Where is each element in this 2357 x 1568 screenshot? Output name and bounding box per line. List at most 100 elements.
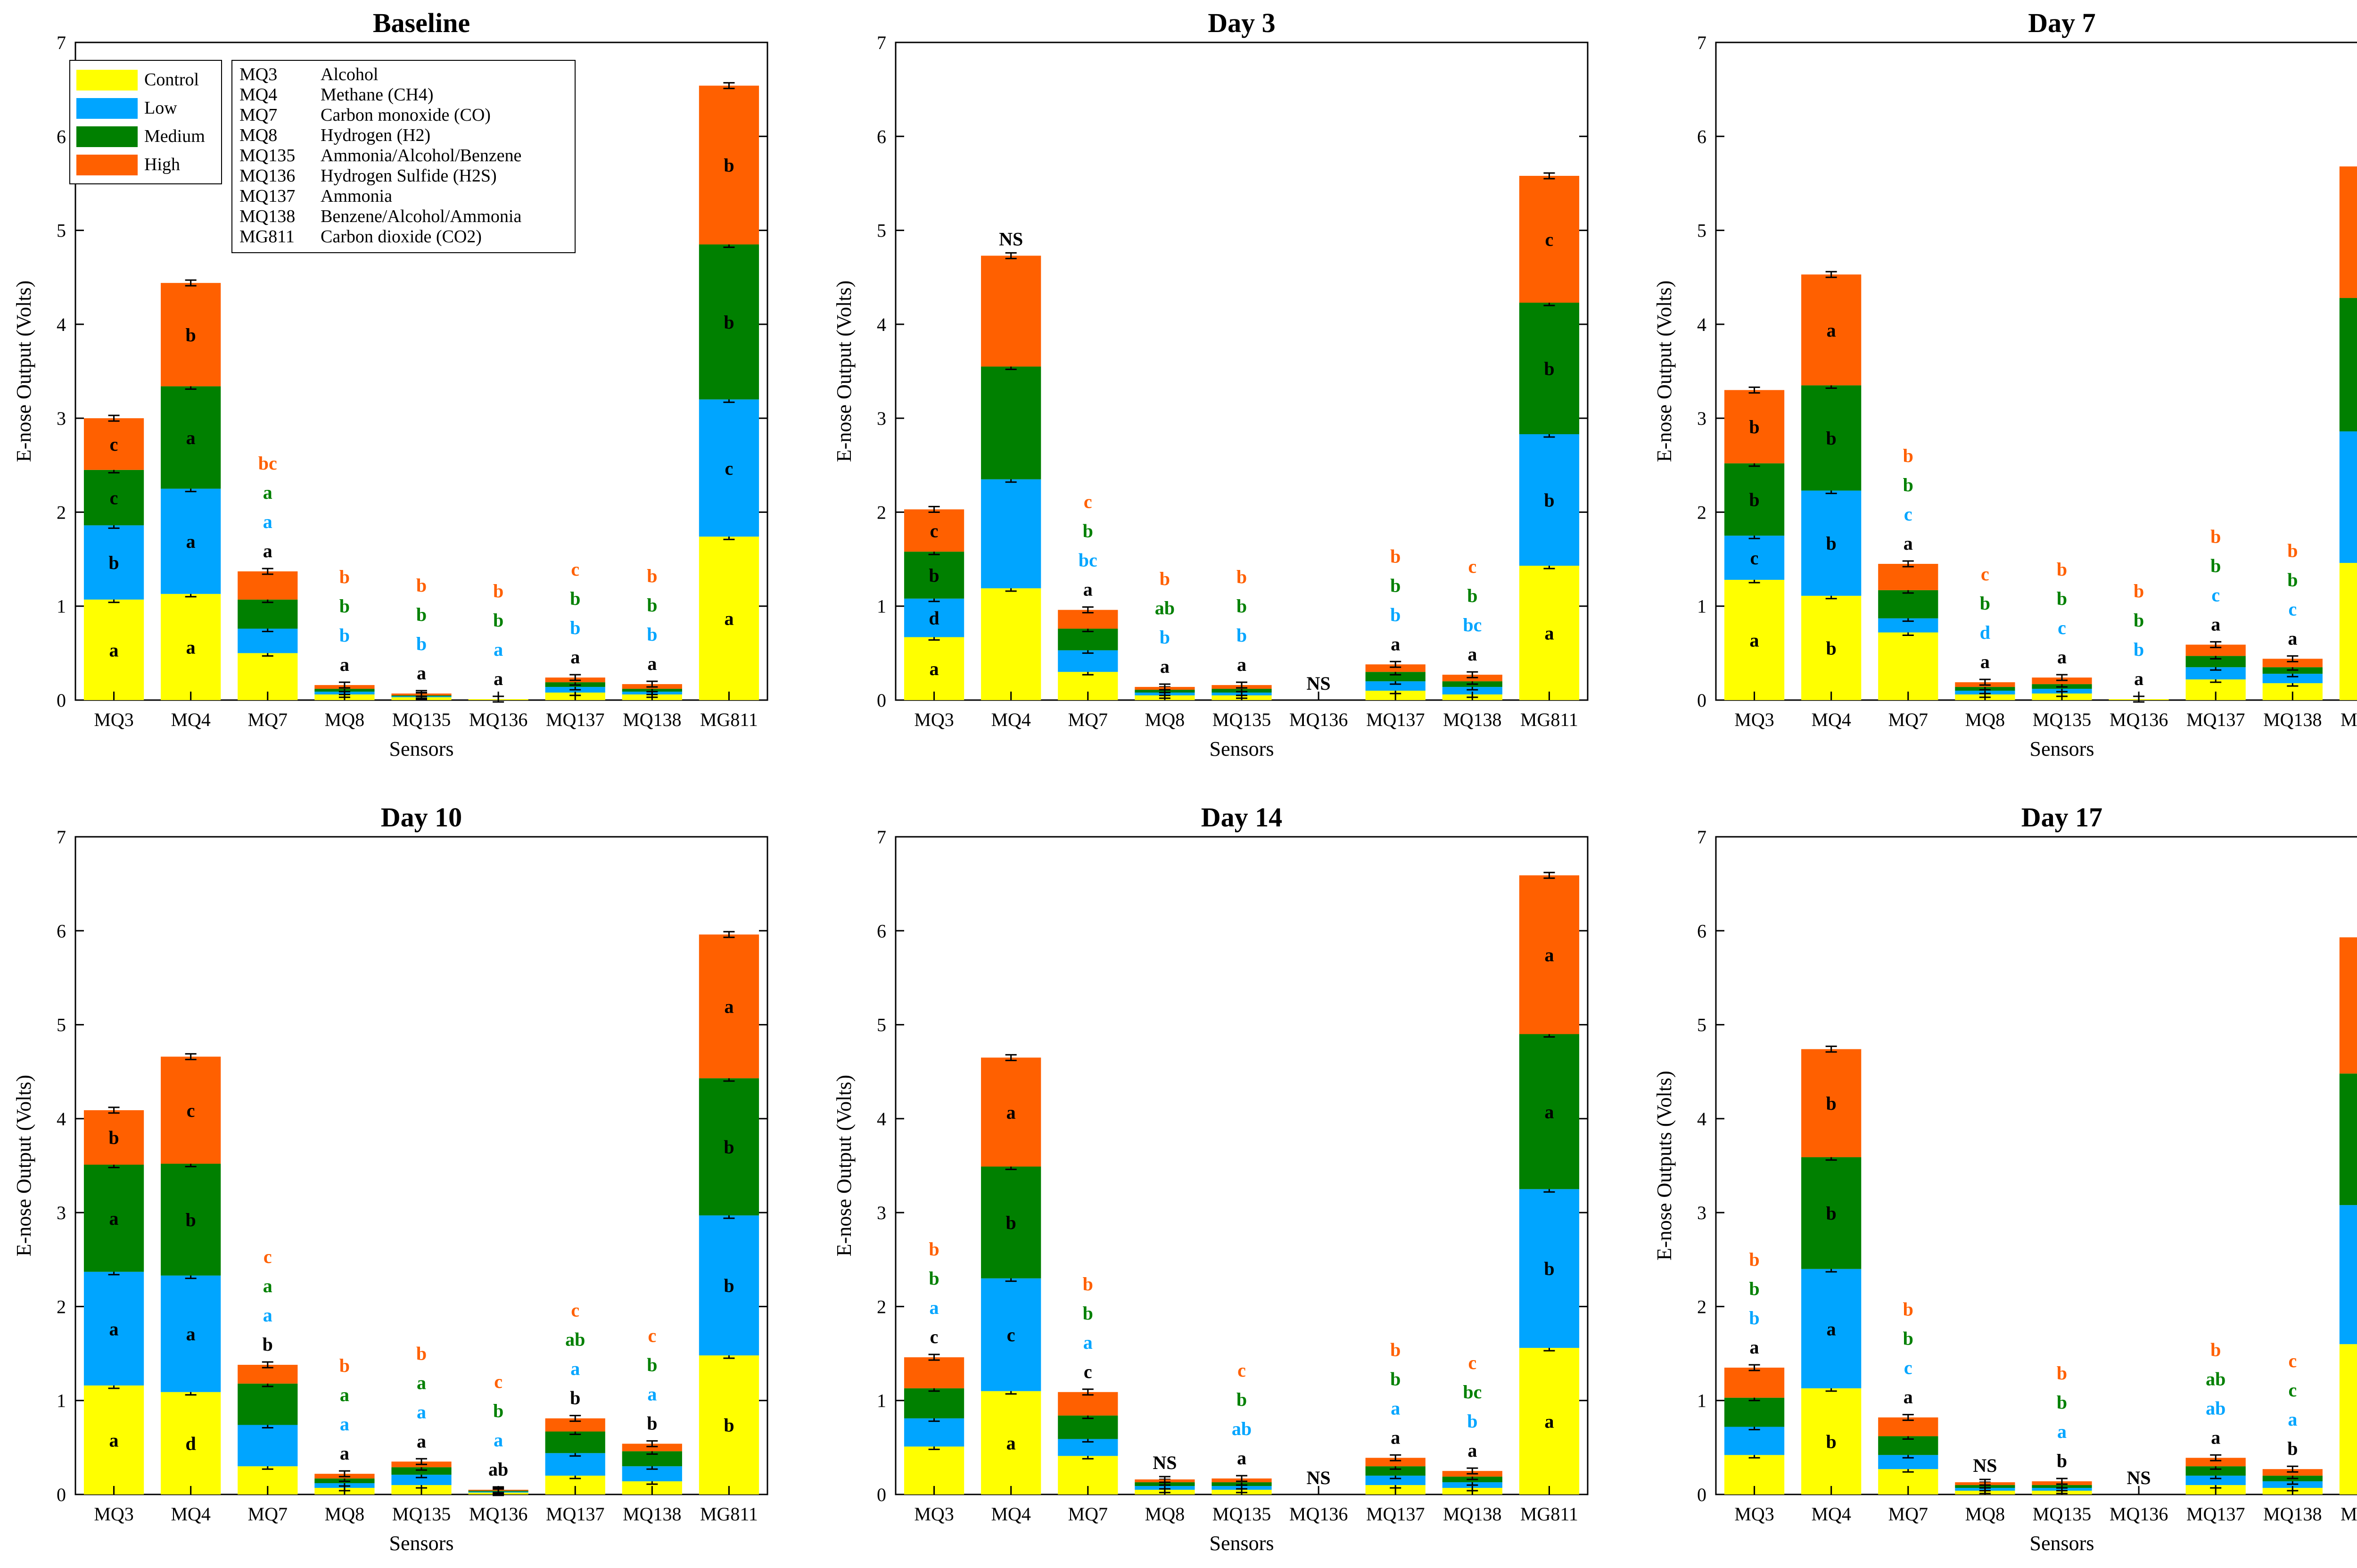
y-tick-label: 6 (57, 126, 66, 147)
x-tick-label: MQ8 (1965, 1503, 2005, 1525)
ns-annotation: NS (1973, 1455, 1997, 1476)
x-tick-label: MQ7 (1888, 709, 1928, 730)
significance-letter: c (2211, 584, 2220, 605)
significance-letter: b (108, 552, 119, 573)
bar-MG811-low (2339, 431, 2357, 563)
significance-letter: b (2057, 559, 2067, 580)
significance-letter: b (1083, 520, 1093, 542)
significance-letter: b (1160, 627, 1170, 648)
bar-MQ4-high (161, 283, 221, 387)
significance-letter: a (340, 1384, 349, 1405)
x-axis-label: Sensors (1210, 737, 1274, 760)
x-tick-label: MQ136 (469, 709, 527, 730)
significance-letter: b (2287, 569, 2298, 590)
significance-letter: a (340, 1443, 349, 1464)
significance-letter: b (1980, 593, 1990, 614)
y-tick-label: 3 (1697, 1202, 1706, 1223)
y-tick-label: 0 (57, 690, 66, 711)
significance-letter: d (929, 608, 939, 629)
significance-letter: a (417, 662, 426, 684)
significance-letter: b (570, 617, 580, 638)
y-tick-label: 5 (1697, 220, 1706, 241)
significance-letter: a (2211, 613, 2220, 635)
significance-letter: a (1391, 633, 1400, 654)
bar-MQ4-control (981, 588, 1041, 700)
significance-letter: b (1749, 1307, 1759, 1329)
y-tick-label: 7 (57, 32, 66, 53)
significance-letter: bc (1463, 614, 1482, 635)
x-tick-label: MQ135 (1212, 1503, 1271, 1525)
y-tick-label: 6 (1697, 920, 1706, 941)
legend-label-high: High (144, 155, 180, 174)
significance-letter: b (339, 566, 350, 587)
y-axis-label: E-nose Output (Volts) (1653, 281, 1676, 462)
significance-letter: c (2288, 1350, 2297, 1371)
significance-letter: a (340, 654, 349, 675)
significance-letter: a (1980, 651, 1990, 672)
chart-title: Day 14 (1201, 802, 1282, 833)
significance-letter: b (339, 595, 350, 617)
x-tick-label: MQ8 (1145, 709, 1185, 730)
y-tick-label: 1 (1697, 1390, 1706, 1411)
y-tick-label: 4 (57, 314, 66, 335)
sensor-gas: Alcohol (321, 65, 378, 84)
significance-letter: a (2211, 1427, 2220, 1448)
bar-MG811-control (1519, 566, 1580, 700)
significance-letter: b (2057, 1450, 2067, 1471)
chart-panel-5: Day 17 0 1 2 3 4 5 6 7 E-nose Outputs (Volts) Sens… (1653, 802, 2357, 1555)
significance-letter: a (263, 540, 272, 561)
significance-letter: b (2134, 610, 2144, 631)
significance-letter: a (724, 996, 733, 1017)
x-tick-label: MQ138 (2263, 1503, 2322, 1525)
bar-MQ4-high (1801, 1049, 1862, 1157)
significance-letter: c (1545, 229, 1554, 250)
significance-letter: a (186, 531, 196, 552)
bar-MQ7-low (238, 628, 298, 653)
significance-letter: b (2210, 1339, 2221, 1360)
bar-MQ7-low (238, 1425, 298, 1467)
significance-letter: b (929, 565, 939, 586)
bar-MQ3-control (904, 637, 964, 700)
x-tick-label: MQ138 (1443, 709, 1501, 730)
x-tick-label: MQ136 (2110, 709, 2168, 730)
significance-letter: a (186, 636, 196, 658)
legend-label-medium: Medium (144, 126, 205, 146)
bar-MQ3-low (1724, 536, 1785, 580)
bar-MQ137-medium (545, 1431, 605, 1453)
bar-MQ3-high (904, 1357, 964, 1388)
bar-MG811-high (699, 85, 759, 245)
significance-letter: b (1236, 595, 1247, 617)
significance-letter: c (725, 458, 733, 479)
x-tick-label: MQ136 (2110, 1503, 2168, 1525)
y-tick-label: 7 (877, 32, 886, 53)
significance-letter: c (1468, 1352, 1476, 1373)
bar-MQ138-low (2262, 674, 2323, 684)
bar-MG811-high (2339, 937, 2357, 1074)
significance-letter: b (1826, 428, 1837, 449)
significance-letter: b (2057, 1362, 2067, 1384)
significance-letter: a (1083, 579, 1093, 600)
significance-letter: c (110, 487, 118, 509)
significance-letter: c (1084, 1361, 1092, 1382)
y-tick-label: 1 (877, 596, 886, 617)
x-tick-label: MQ136 (1289, 1503, 1348, 1525)
y-axis-label: E-nose Output (Volts) (832, 281, 856, 462)
x-tick-label: MQ7 (248, 709, 288, 730)
bar-MQ137-medium (1365, 1466, 1426, 1476)
sensor-code: MQ8 (239, 125, 277, 145)
bar-MQ4-low (981, 479, 1041, 588)
significance-letter: c (1084, 491, 1092, 512)
significance-letter: c (494, 1371, 503, 1392)
y-tick-label: 4 (1697, 1108, 1706, 1130)
significance-letter: b (724, 155, 734, 176)
bar-MQ4-control (981, 1391, 1041, 1494)
bar-MQ137-low (545, 1453, 605, 1476)
bar-MQ3-medium (83, 470, 144, 526)
x-tick-label: MG811 (1520, 1503, 1578, 1525)
significance-letter: b (929, 1268, 939, 1289)
y-tick-label: 7 (1697, 32, 1706, 53)
bar-MQ4-low (161, 488, 221, 594)
bar-MQ4-medium (981, 366, 1041, 479)
significance-letter: ab (1155, 597, 1175, 619)
